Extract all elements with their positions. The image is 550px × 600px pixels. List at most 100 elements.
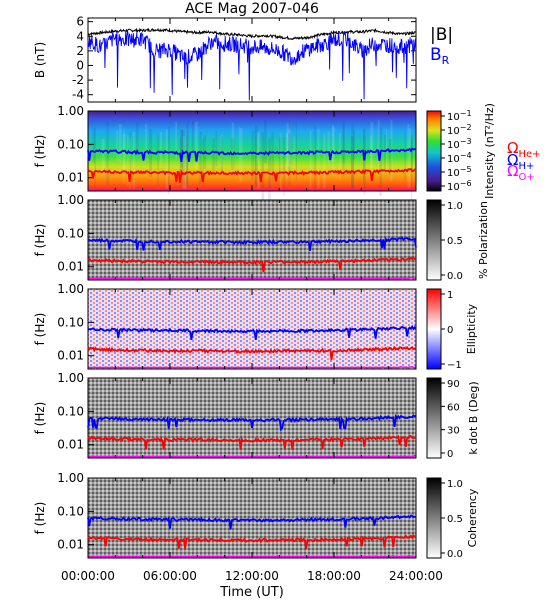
intensity-streak [254,128,257,185]
intensity-streak [195,121,198,170]
heatmap-ytick-label: 0.01 [57,260,84,274]
intensity-streak [202,138,204,186]
legend-omega-he: ΩHe+ [507,139,541,160]
kdotb-spectrogram [88,378,416,458]
colorbar-ellipticity-label: Ellipticity [465,303,478,354]
omega-h-line [87,514,417,530]
intensity-streak [379,127,382,197]
legend-abs-b: |B| [430,25,453,45]
colorbar-tick-label: 0.5 [447,236,463,247]
intensity-streak [165,129,168,191]
legend-br-sub: R [442,54,450,67]
colorbar-polarization: 1.0 0.5 0.0 % Polarization [426,199,490,282]
intensity-streak [255,125,258,188]
intensity-streak [251,130,255,180]
intensity-streak [280,132,282,201]
intensity-streak [127,135,129,186]
colorbar-tick-label: 1.0 [447,201,463,212]
intensity-streak [168,126,170,195]
intensity-streak [159,132,162,165]
intensity-streak [288,127,290,181]
intensity-streak [136,122,139,156]
colorbar-tick-label: 90 [447,379,460,390]
colorbar-tick-label: 0 [447,449,453,460]
colorbar-polarization-label: % Polarization [477,201,490,279]
intensity-streak [192,121,194,153]
omega-he-line [87,434,417,450]
colorbar-tick-label: 10−1 [447,109,472,123]
intensity-streak [256,131,259,164]
heatmap-ytick-label: 1.00 [57,193,84,207]
colorbar-coherency: 1.0 0.5 0.0 Coherency [426,477,479,560]
colorbar-tick-base: 10 [447,112,460,123]
heatmap-ytick-label: 0.10 [57,137,84,151]
omega-he-line [87,534,417,550]
intensity-streak [389,138,392,175]
colorbar-polarization-ticks: 1.0 0.5 0.0 [441,201,463,282]
intensity-streak [118,123,122,163]
intensity-streak [220,136,223,174]
colorbar-intensity-ticks: 10−110−210−310−410−510−6 [441,109,472,193]
colorbar-tick-exp: −1 [460,109,472,118]
colorbar-tick-exp: −6 [460,179,472,188]
omega-h-line [87,236,417,251]
intensity-streak [94,126,96,193]
omega-he-line [87,256,417,273]
colorbar-tick-label: 0 [447,325,453,336]
intensity-streak [287,129,291,167]
omega-he-line [87,167,417,183]
intensity-streak [411,135,413,174]
intensity-streak [180,129,183,168]
x-tick-label: 24:00:00 [389,569,443,583]
intensity-streak [185,128,188,185]
colorbar-tick-base: 10 [447,140,460,151]
intensity-streak [353,130,355,161]
colorbar-tick-label: 1.0 [447,479,463,490]
polarization-spectrogram [88,200,416,280]
intensity-streak [327,131,330,164]
colorbar-tick-base: 10 [447,154,460,165]
ellipticity-ylabel: f (Hz) [33,313,47,346]
colorbar-tick-base: 10 [447,182,460,193]
intensity-streak [288,133,291,185]
colorbar-tick-label: 0.0 [447,271,463,282]
intensity-streak [342,121,345,164]
heatmap-ytick-label: 0.01 [57,349,84,363]
heatmap-ytick-label: 0.10 [57,404,84,418]
intensity-streak [279,137,281,179]
intensity-streak [351,124,355,190]
heatmap-ytick-label: 0.10 [57,504,84,518]
x-tick-label: 06:00:00 [143,569,197,583]
colorbar-tick-label: 10−6 [447,179,472,193]
legend-br: BR [430,45,450,67]
colorbar-intensity-scale [426,110,442,192]
colorbar-kdotb-scale [426,377,442,459]
panel-b-lines [87,27,417,101]
intensity-streak [363,128,366,195]
intensity-ylabel: f (Hz) [33,135,47,168]
intensity-streak [179,137,182,189]
legend-omega-o-sub: O+ [518,172,534,183]
colorbar-tick-exp: −3 [460,137,472,146]
intensity-streak [92,128,96,163]
panel-b-ytick-label: -4 [72,88,84,102]
intensity-streak [309,130,312,194]
intensity-streak [271,131,274,181]
colorbar-tick-base: 10 [447,168,460,179]
colorbar-tick-label: 0.0 [447,549,463,560]
panel-b-ytick-label: 2 [76,44,84,58]
series-br-line [87,30,417,101]
legend-omega-he-sym: Ω [507,139,518,157]
kdotb-ylabel: f (Hz) [33,402,47,435]
heatmap-ytick-label: 0.01 [57,171,84,185]
colorbar-polarization-scale [426,199,442,281]
figure-title: ACE Mag 2007-046 [185,1,319,17]
intensity-streak [231,122,234,174]
omega-h-line [87,324,417,340]
intensity-streak [220,134,223,167]
legend-omega-he-sub: He+ [518,149,540,160]
intensity-streak [182,130,185,185]
panel-b-ytick-label: 0 [76,58,84,72]
heatmap-panels: f (Hz) f (Hz) f (Hz) f (Hz) f (Hz) 1.00 0… [33,104,417,559]
